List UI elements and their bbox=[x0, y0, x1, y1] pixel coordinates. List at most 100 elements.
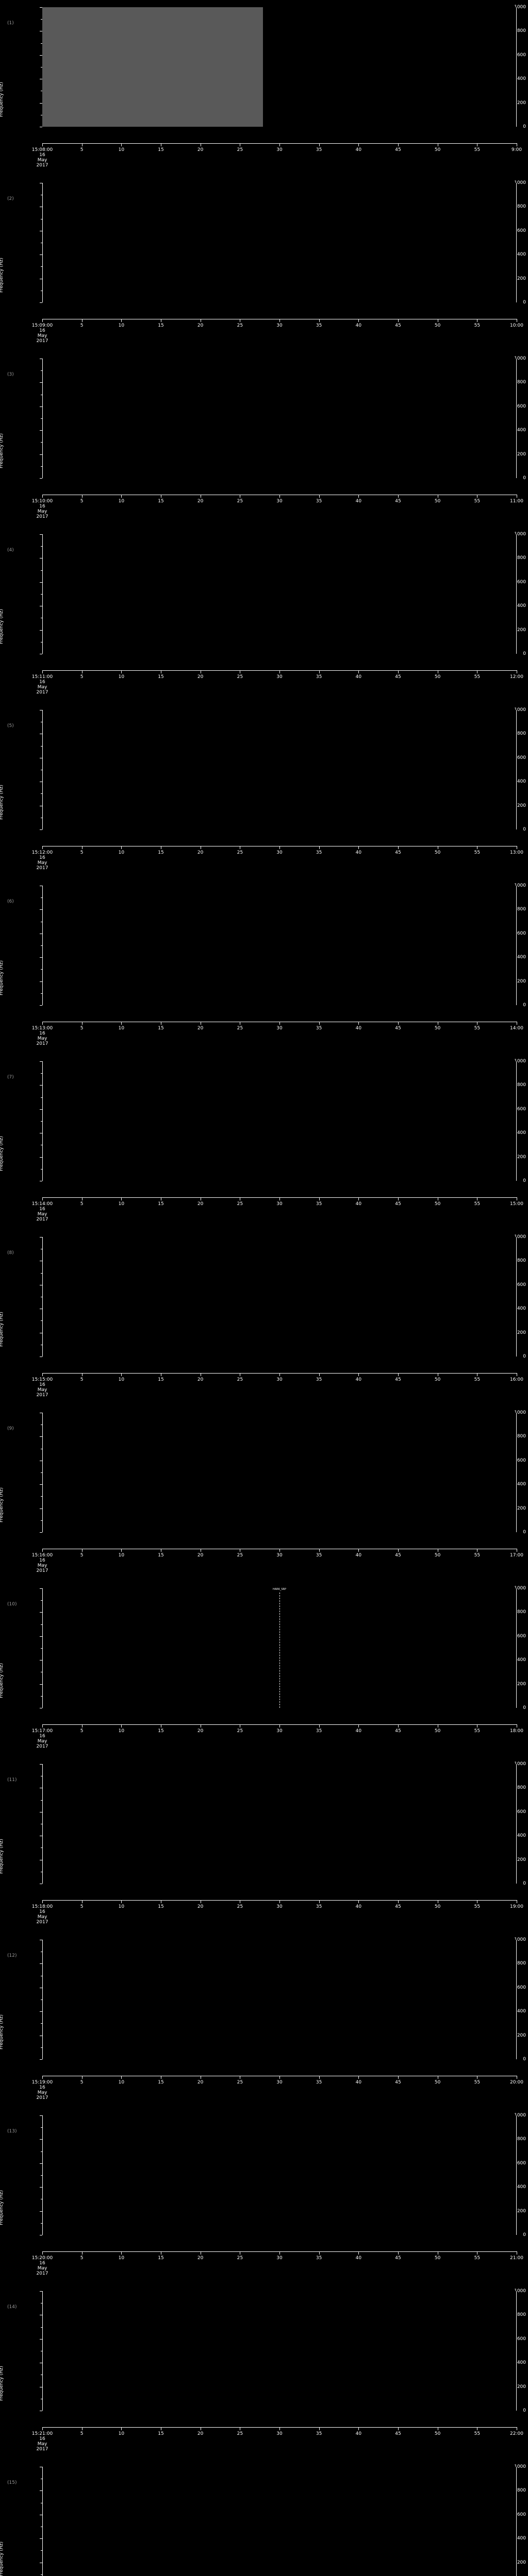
y-axis-label: Frequency (Hz) bbox=[0, 1663, 4, 1699]
x-tick-mark bbox=[358, 846, 359, 849]
x-tick-label: 25 bbox=[237, 1377, 243, 1382]
axis-spine-left bbox=[42, 183, 43, 302]
x-tick-mark bbox=[358, 495, 359, 498]
y-tick-label: 600 bbox=[517, 1458, 526, 1463]
x-tick-label: 20 bbox=[197, 323, 204, 328]
y-tick-label: 1000 bbox=[514, 1059, 526, 1064]
y-tick-mark bbox=[40, 454, 42, 455]
y-tick-mark bbox=[40, 1684, 42, 1685]
date-month: May bbox=[37, 1212, 47, 1217]
y-tick-mark bbox=[40, 829, 42, 830]
axis-spine-left bbox=[42, 1940, 43, 2059]
chart-panel: (3) Frequency (Hz) 0 200 400 600 800 1000 15:10:… bbox=[0, 351, 528, 527]
y-axis-label: Frequency (Hz) bbox=[0, 785, 4, 820]
axis-spine-left bbox=[42, 1061, 43, 1181]
x-tick-label: 10 bbox=[118, 674, 125, 680]
y-tick-mark-minor bbox=[41, 2574, 42, 2575]
x-tick-label: 55 bbox=[474, 1377, 481, 1382]
y-tick-label: 400 bbox=[517, 428, 526, 433]
date-month: May bbox=[37, 1036, 47, 1041]
x-tick-label: 30 bbox=[276, 2256, 283, 2261]
y-tick-label: 1000 bbox=[514, 1761, 526, 1767]
x-tick-label: 50 bbox=[434, 1728, 441, 1734]
x-tick-mark bbox=[279, 670, 280, 673]
y-tick-mark-minor bbox=[41, 442, 42, 443]
x-tick-label: 30 bbox=[276, 499, 283, 504]
x-tick-label: 20 bbox=[197, 499, 204, 504]
y-tick-label: 0 bbox=[523, 2232, 526, 2238]
x-tick-label: 40 bbox=[355, 674, 362, 680]
y-axis-label: Frequency (Hz) bbox=[0, 1312, 4, 1347]
y-tick-mark bbox=[40, 1764, 42, 1765]
y-tick-mark bbox=[40, 7, 42, 8]
x-tick-label: 5 bbox=[80, 147, 84, 152]
x-tick-mark bbox=[319, 143, 320, 146]
x-tick-mark bbox=[42, 670, 43, 673]
x-tick-mark bbox=[319, 1549, 320, 1552]
y-tick-label: 600 bbox=[517, 755, 526, 760]
x-tick-mark bbox=[398, 1022, 399, 1025]
y-tick-mark bbox=[40, 534, 42, 535]
x-tick-label: 10 bbox=[118, 2080, 125, 2085]
x-tick-label: 45 bbox=[395, 323, 401, 328]
x-tick-label: 40 bbox=[355, 2080, 362, 2085]
plot-area bbox=[42, 2115, 517, 2235]
y-tick-mark-minor bbox=[41, 19, 42, 20]
x-tick-label: 40 bbox=[355, 147, 362, 152]
x-tick-label: 15:16:00 bbox=[31, 1553, 53, 1558]
y-tick-label: 200 bbox=[517, 2032, 526, 2038]
x-axis-date-label: 16 May 2017 bbox=[37, 1031, 48, 1046]
y-tick-label: 200 bbox=[517, 1857, 526, 1862]
y-tick-mark-minor bbox=[41, 897, 42, 899]
x-tick-mark bbox=[42, 143, 43, 146]
x-tick-mark bbox=[319, 1022, 320, 1025]
y-tick-label: 1000 bbox=[514, 883, 526, 888]
x-tick-mark bbox=[319, 1900, 320, 1903]
date-month: May bbox=[37, 860, 47, 866]
x-tick-mark bbox=[42, 319, 43, 322]
panel-index-label: (13) bbox=[7, 2129, 17, 2134]
x-tick-mark bbox=[42, 1900, 43, 1903]
x-tick-label: 10 bbox=[118, 2256, 125, 2261]
y-tick-mark-minor bbox=[41, 1168, 42, 1170]
panel-index-label: (8) bbox=[7, 1250, 14, 1256]
y-tick-mark bbox=[40, 1532, 42, 1533]
y-tick-label: 1000 bbox=[514, 1937, 526, 1942]
x-tick-label: 10 bbox=[118, 850, 125, 855]
y-tick-mark-minor bbox=[41, 945, 42, 946]
x-tick-label: 25 bbox=[237, 1904, 243, 1909]
x-tick-label: 50 bbox=[434, 2431, 441, 2436]
x-tick-label: 45 bbox=[395, 674, 401, 680]
x-tick-label: 15:00 bbox=[510, 1201, 523, 1207]
plot-area bbox=[42, 7, 517, 127]
y-tick-label: 0 bbox=[523, 1705, 526, 1710]
date-year: 2017 bbox=[36, 1217, 48, 1222]
x-tick-mark bbox=[121, 1900, 122, 1903]
chart-panel: (11) Frequency (Hz) 0 200 400 600 800 1000 15:18… bbox=[0, 1757, 528, 1933]
x-tick-label: 20 bbox=[197, 1201, 204, 1207]
chart-panel: (10) Frequency (Hz) 0 200 400 600 800 1000 HARK_… bbox=[0, 1581, 528, 1757]
y-tick-mark-minor bbox=[41, 466, 42, 467]
x-axis-date-label: 16 May 2017 bbox=[37, 152, 48, 168]
x-tick-label: 40 bbox=[355, 1728, 362, 1734]
date-month: May bbox=[37, 2442, 47, 2447]
x-tick-mark bbox=[279, 846, 280, 849]
y-tick-label: 0 bbox=[523, 2057, 526, 2062]
axis-spine-right bbox=[516, 1588, 517, 1708]
date-year: 2017 bbox=[36, 2095, 48, 2100]
x-tick-label: 20 bbox=[197, 1377, 204, 1382]
y-tick-mark bbox=[40, 909, 42, 910]
x-tick-mark bbox=[121, 143, 122, 146]
x-tick-label: 50 bbox=[434, 674, 441, 680]
date-year: 2017 bbox=[36, 866, 48, 871]
x-tick-mark bbox=[279, 319, 280, 322]
axis-spine-right bbox=[516, 1237, 517, 1357]
x-tick-label: 10 bbox=[118, 323, 125, 328]
x-tick-label: 15 bbox=[158, 2256, 164, 2261]
x-tick-label: 10 bbox=[118, 2431, 125, 2436]
x-tick-label: 20:00 bbox=[510, 2080, 523, 2085]
x-axis-date-label: 16 May 2017 bbox=[37, 2436, 48, 2452]
axis-spine-right bbox=[516, 2291, 517, 2411]
x-tick-mark bbox=[42, 846, 43, 849]
x-tick-mark bbox=[358, 1724, 359, 1727]
